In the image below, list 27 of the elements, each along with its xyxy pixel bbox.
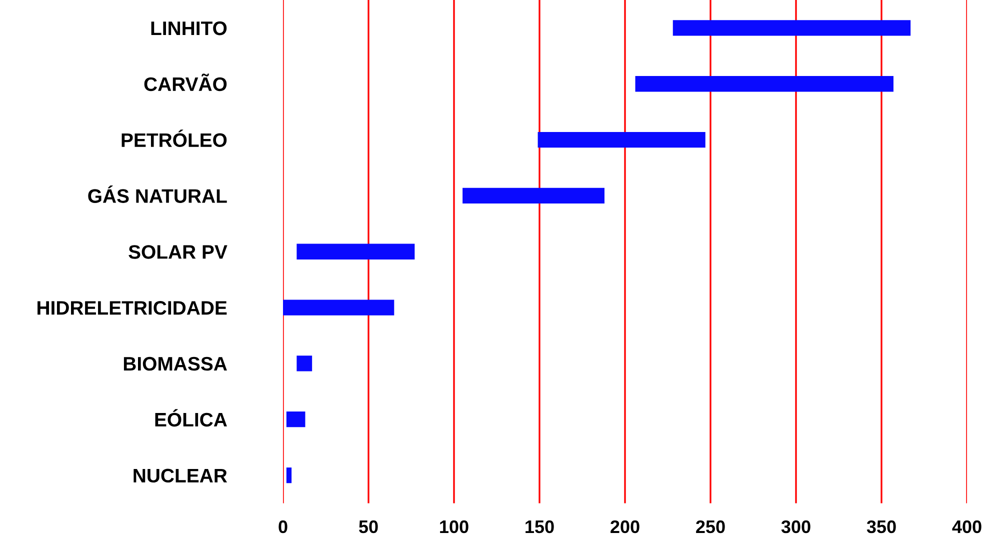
y-tick-label: SOLAR PV <box>128 245 228 259</box>
x-tick-label: 0 <box>278 520 288 534</box>
y-tick-label: PETRÓLEO <box>122 130 227 148</box>
bar <box>296 244 415 260</box>
y-tick-label: GÁS NATURAL <box>88 186 227 203</box>
x-tick-label: 400 <box>952 520 982 534</box>
x-tick-label: 200 <box>610 520 640 534</box>
bar <box>286 467 292 484</box>
y-tick-label: EÓLICA <box>155 409 227 427</box>
x-tick-label: 350 <box>866 520 896 534</box>
bar <box>635 76 894 92</box>
y-tick-label: BIOMASSA <box>124 356 227 371</box>
x-tick-label: 50 <box>359 520 378 534</box>
y-tick-label: NUCLEAR <box>134 468 228 483</box>
x-tick-label: 250 <box>696 520 725 534</box>
bar <box>538 132 706 148</box>
bar <box>672 20 911 36</box>
y-tick-label: CARVÃO <box>144 74 227 92</box>
y-tick-label: LINHITO <box>151 21 227 36</box>
bar <box>296 356 312 372</box>
x-tick-label: 150 <box>526 520 554 534</box>
x-tick-label: 300 <box>781 520 810 534</box>
y-tick-label: HIDRELETRICIDADE <box>38 300 227 315</box>
bar <box>286 412 306 428</box>
x-tick-label: 100 <box>440 520 468 534</box>
bar <box>462 188 604 204</box>
bar <box>283 300 394 316</box>
